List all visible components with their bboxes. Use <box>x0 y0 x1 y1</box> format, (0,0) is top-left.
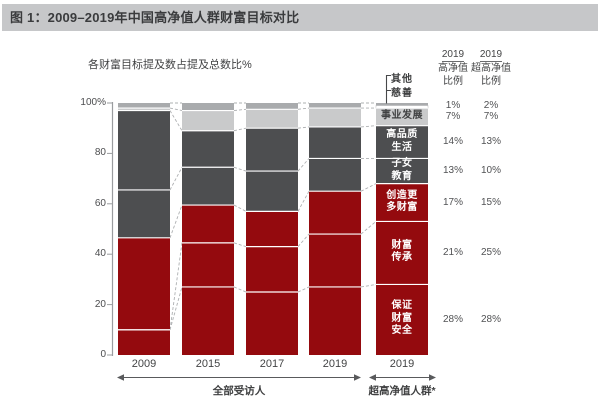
column-header-uhnw: 2019 超高净值 比例 <box>461 48 521 88</box>
y-tick-label: 0 <box>100 349 106 360</box>
bar-segment <box>246 128 298 172</box>
column-header-uhnw-year: 2019 <box>479 49 503 62</box>
bar-segment <box>182 242 234 287</box>
uhnw-ratio-value: 13% <box>480 136 501 148</box>
bar-segment <box>118 189 170 238</box>
segment-label: 事业发展 <box>381 110 423 122</box>
bar-segment <box>182 167 234 206</box>
bar-segment <box>309 234 361 287</box>
hnw-ratio-value: 28% <box>442 313 463 325</box>
uhnw-ratio-value: 2% <box>483 99 499 111</box>
segment-label: 保证 财富 安全 <box>391 300 413 337</box>
uhnw-ratio-value: 28% <box>480 313 501 325</box>
segment-label: 子女 教育 <box>391 158 413 182</box>
bar-segment <box>376 183 428 222</box>
group-label-uhnw: 超高净值人群* <box>368 385 436 397</box>
segment-connectors <box>169 102 377 330</box>
bar-segment <box>376 108 428 126</box>
bar-segment <box>246 246 298 292</box>
bar-segment <box>118 110 170 190</box>
bar-segment <box>309 103 361 109</box>
bar-segment <box>246 103 298 110</box>
all-respondents-arrow <box>117 374 361 381</box>
legend-item-charity: 慈善 <box>391 88 413 99</box>
bar-segment <box>309 108 361 127</box>
legend-item-other: 其他 <box>391 74 413 85</box>
bars-group <box>118 103 429 355</box>
column-header-uhnw-ratio: 比例 <box>481 76 501 87</box>
x-tick-label: 2019 <box>322 358 348 370</box>
y-axis <box>107 102 114 356</box>
x-tick-label: 2017 <box>259 358 285 370</box>
bar-segment <box>118 108 170 111</box>
column-header-hnw-group: 高净值 <box>438 63 468 74</box>
other-charity-bracket <box>385 74 391 104</box>
y-tick-label: 80 <box>94 147 106 159</box>
hnw-ratio-value: 13% <box>442 165 463 177</box>
uhnw-ratio-value: 7% <box>483 110 499 122</box>
y-tick-label: 40 <box>94 248 106 260</box>
bar-segment <box>118 329 170 355</box>
bar-segment <box>309 158 361 192</box>
figure-title-bar: 图 1：2009–2019年中国高净值人群财富目标对比 <box>2 4 598 31</box>
x-tick-label: 2019 <box>389 358 415 370</box>
hnw-ratio-value: 14% <box>442 136 463 148</box>
uhnw-ratio-value: 25% <box>480 246 501 258</box>
bar-segment <box>118 237 170 330</box>
y-tick-label: 100% <box>80 97 106 108</box>
bar-segment <box>376 158 428 184</box>
segment-label: 创造更 多财富 <box>386 189 418 214</box>
bar-segment <box>182 286 234 355</box>
bar-segment <box>376 125 428 159</box>
bar-segment <box>376 103 428 106</box>
uhnw-arrow <box>369 374 436 381</box>
hnw-ratio-value: 17% <box>442 196 463 208</box>
chart-subtitle: 各财富目标提及数占提及总数比% <box>88 59 252 71</box>
uhnw-ratio-value: 10% <box>480 165 501 177</box>
column-header-hnw: 2019 高净值 比例 <box>423 48 483 88</box>
bar-segment <box>182 205 234 243</box>
bar-segment <box>246 171 298 212</box>
figure-title: 图 1：2009–2019年中国高净值人群财富目标对比 <box>10 10 300 25</box>
y-tick-label: 20 <box>94 298 106 310</box>
bar-segment <box>182 110 234 131</box>
bar-segment <box>309 191 361 235</box>
bar-segment <box>246 211 298 247</box>
bar-segment <box>376 221 428 285</box>
hnw-ratio-value: 7% <box>445 110 461 122</box>
segment-label: 财富 传承 <box>391 239 413 264</box>
segment-label: 高品质 生活 <box>386 129 418 153</box>
group-label-all-respondents: 全部受访人 <box>212 385 266 397</box>
bar-segment <box>376 284 428 355</box>
bar-segment <box>246 109 298 129</box>
bar-segment <box>182 130 234 168</box>
bar-segment <box>246 292 298 355</box>
uhnw-ratio-value: 15% <box>480 196 501 208</box>
hnw-ratio-value: 1% <box>445 99 461 111</box>
hnw-ratio-value: 21% <box>442 246 463 258</box>
x-tick-label: 2015 <box>195 358 221 370</box>
bar-segment <box>182 103 234 111</box>
y-tick-label: 60 <box>94 197 106 209</box>
bar-segment <box>309 286 361 355</box>
bar-segment <box>309 126 361 159</box>
x-tick-label: 2009 <box>131 358 157 370</box>
bar-segment <box>118 103 170 109</box>
column-header-uhnw-group: 超高净值 <box>471 63 511 74</box>
column-header-hnw-ratio: 比例 <box>443 76 463 87</box>
